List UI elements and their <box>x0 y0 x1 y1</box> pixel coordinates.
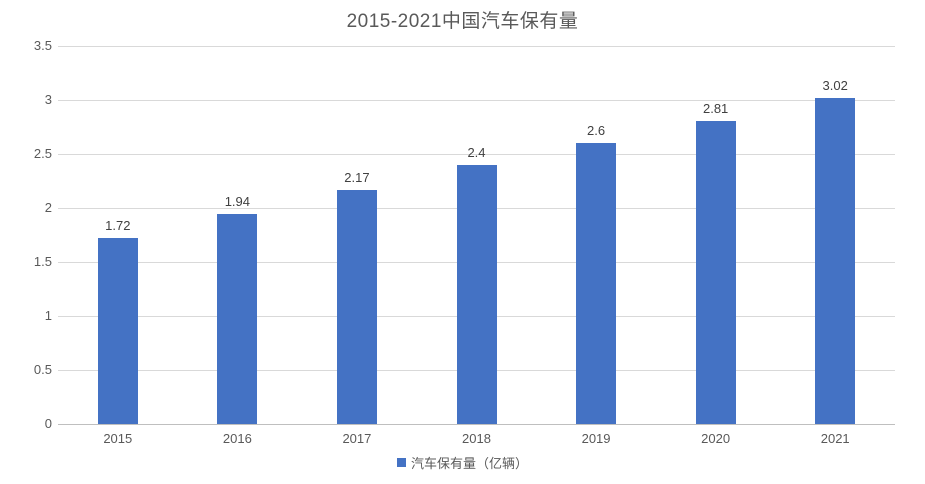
x-axis-tick-label: 2016 <box>222 431 252 446</box>
bar[interactable] <box>336 189 377 424</box>
x-axis-tick-label: 2021 <box>820 431 850 446</box>
y-axis-tick-label: 0.5 <box>33 362 52 377</box>
x-axis-tick-label: 2017 <box>342 431 372 446</box>
bar[interactable] <box>695 120 736 424</box>
y-axis-tick-label: 1 <box>44 308 52 323</box>
bar-value-label: 1.72 <box>105 218 131 234</box>
y-axis-tick-label: 2 <box>44 200 52 215</box>
x-axis-line <box>58 424 895 425</box>
bar[interactable] <box>217 214 258 424</box>
gridline <box>58 46 895 47</box>
chart-title: 2015-2021中国汽车保有量 <box>346 11 579 32</box>
legend-square-icon <box>396 457 406 467</box>
x-axis-tick-label: 2020 <box>701 431 731 446</box>
legend[interactable]: 汽车保有量（亿辆） <box>0 453 925 471</box>
bar-value-label: 2.17 <box>344 169 370 185</box>
bar[interactable] <box>576 143 617 424</box>
y-axis-tick-label: 0 <box>44 416 52 431</box>
y-axis-tick-label: 3.5 <box>33 38 52 53</box>
bar[interactable] <box>815 97 856 424</box>
bar-value-label: 1.94 <box>224 194 250 210</box>
x-axis-tick-label: 2015 <box>103 431 133 446</box>
bar[interactable] <box>97 238 138 424</box>
bar-value-label: 2.6 <box>587 123 606 139</box>
bar[interactable] <box>456 164 497 424</box>
y-axis-tick-label: 1.5 <box>33 254 52 269</box>
bar-value-label: 2.4 <box>467 144 486 160</box>
gridline <box>58 100 895 101</box>
x-axis-tick-label: 2018 <box>462 431 491 446</box>
gridline <box>58 154 895 155</box>
y-axis-tick-label: 3 <box>44 92 52 107</box>
y-axis-tick-label: 2.5 <box>33 146 52 161</box>
bar-value-label: 2.81 <box>702 100 729 116</box>
bar-value-label: 3.02 <box>822 77 848 93</box>
legend-label: 汽车保有量（亿辆） <box>410 455 528 471</box>
x-axis-tick-label: 2019 <box>581 431 611 446</box>
